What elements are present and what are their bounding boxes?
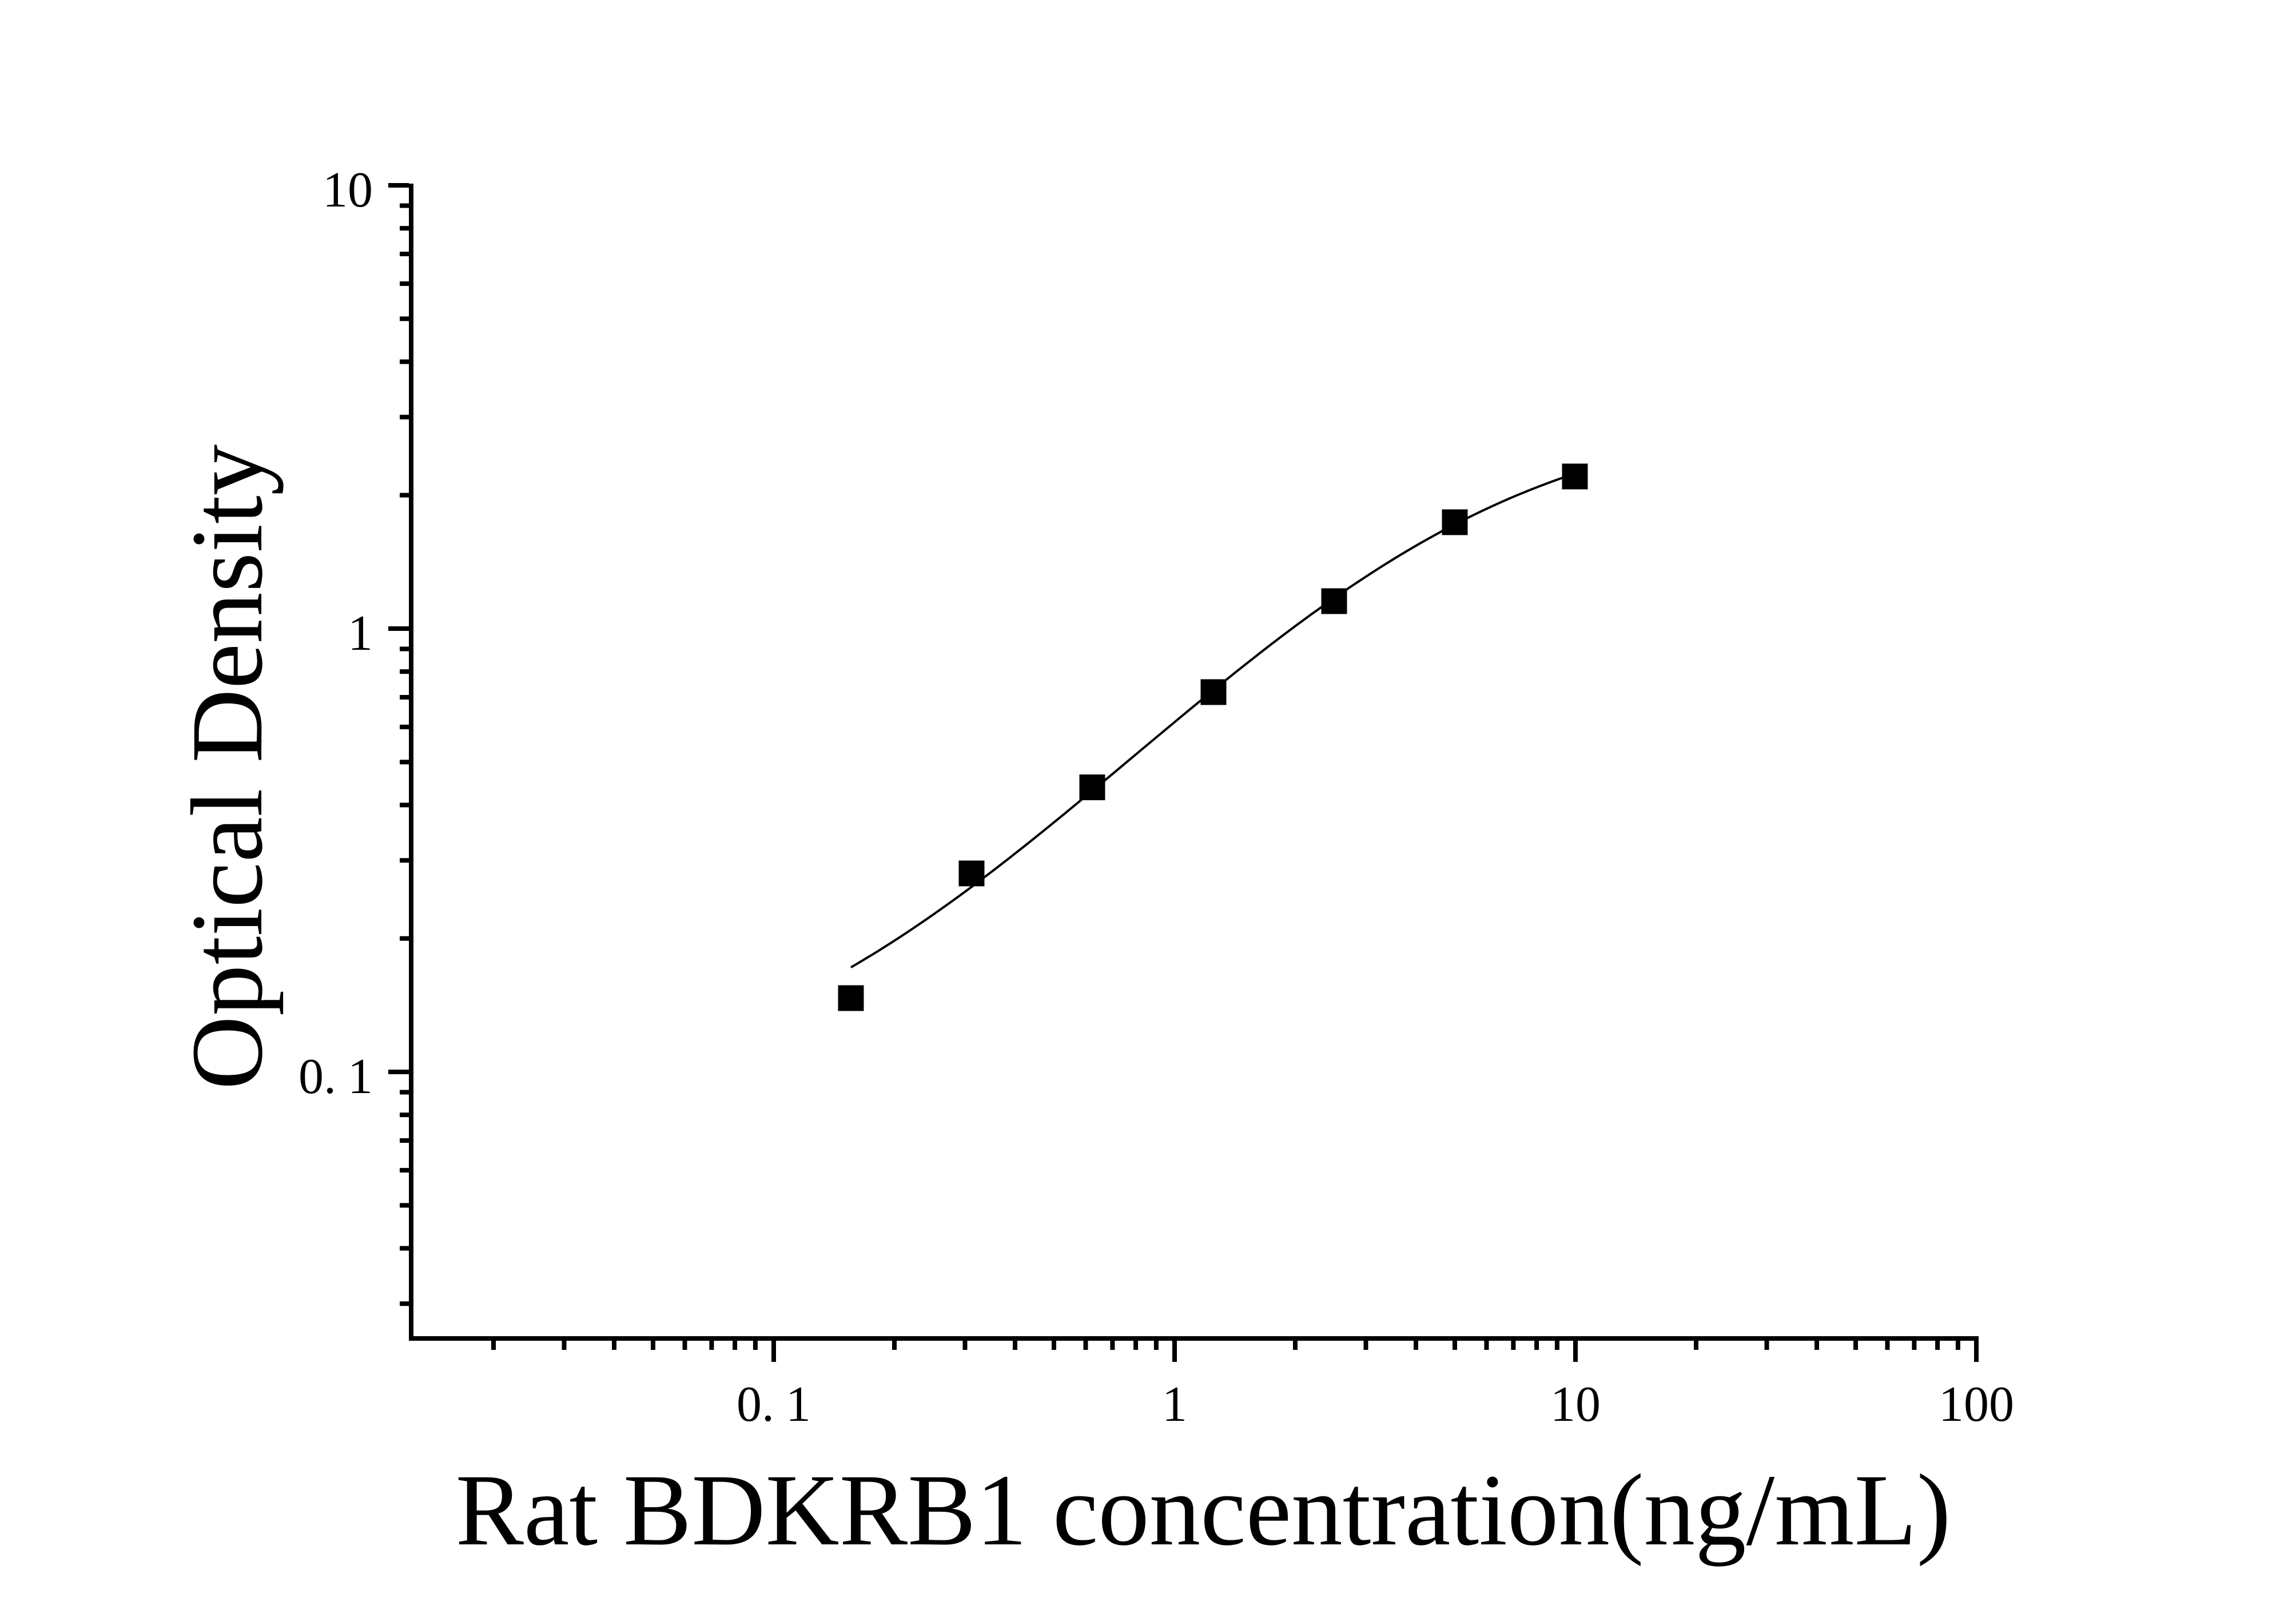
svg-text:1: 1 — [348, 606, 373, 661]
svg-text:0.1: 0. 1 — [737, 1377, 811, 1432]
svg-text:Optical Density: Optical Density — [170, 444, 284, 1090]
svg-text:Rat BDKRB1 concentration(ng/mL: Rat BDKRB1 concentration(ng/mL) — [456, 1453, 1951, 1567]
svg-text:100: 100 — [1939, 1377, 2014, 1432]
svg-text:1: 1 — [1162, 1377, 1187, 1432]
svg-text:10: 10 — [323, 162, 373, 218]
svg-text:10: 10 — [1550, 1377, 1601, 1432]
svg-text:0.1: 0. 1 — [299, 1049, 373, 1105]
